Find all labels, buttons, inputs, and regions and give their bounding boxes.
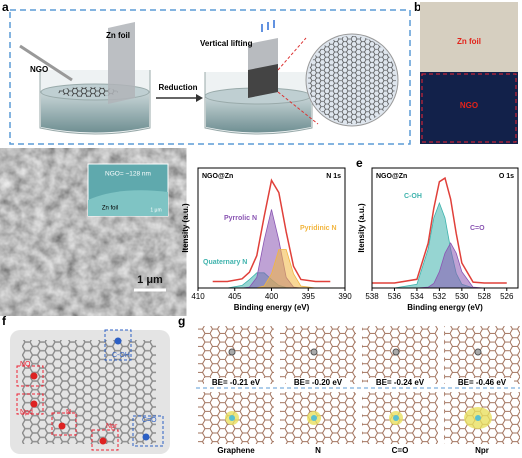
panel-label: b	[414, 0, 421, 14]
charge-core	[311, 415, 317, 421]
site-label: Npd	[20, 409, 33, 416]
lattice-top	[444, 326, 520, 384]
lattice-top	[198, 326, 274, 384]
component-label: Pyrrolic N	[224, 215, 257, 222]
label-bg	[286, 378, 350, 388]
component-label: Quaternary N	[203, 259, 247, 266]
adsorption-models: BE= -0.21 eV Graphene BE= -0.20 eV N BE= -0.…	[198, 326, 520, 455]
panel-label: g	[178, 314, 185, 328]
model-name: C=O	[392, 446, 409, 455]
charge-core	[475, 415, 481, 421]
zn-atom	[474, 348, 482, 356]
x-tick-label: 526	[500, 292, 514, 301]
zn-atom	[392, 348, 400, 356]
component-label: Pyridinic N	[300, 225, 337, 232]
x-tick-label: 410	[191, 292, 205, 301]
chart-title: N 1s	[326, 173, 341, 180]
x-tick-label: 390	[338, 292, 352, 301]
x-tick-label: 532	[433, 292, 447, 301]
zn-atom	[310, 348, 318, 356]
ngo-photo	[420, 72, 518, 144]
component-label: C-OH	[404, 193, 422, 200]
site-label: Npr	[106, 423, 118, 430]
x-axis-title: Binding energy (eV)	[234, 303, 310, 312]
x-tick-label: 400	[265, 292, 279, 301]
y-axis-title: Itensity (a.u.)	[181, 203, 190, 253]
panel-label: a	[2, 0, 9, 14]
annotation: NGO	[30, 65, 48, 74]
lattice-top	[362, 326, 438, 384]
charge-core	[393, 415, 399, 421]
envelope-line	[372, 176, 507, 284]
panel-label: d	[178, 156, 185, 170]
site-label: NQ	[20, 361, 31, 368]
model-name: N	[315, 446, 321, 455]
y-axis-title: Itensity (a.u.)	[357, 203, 366, 253]
x-tick-label: 538	[365, 292, 379, 301]
arrow-head	[196, 94, 203, 102]
beaker-1	[19, 22, 151, 135]
sample-label: NGO@Zn	[376, 173, 407, 180]
x-tick-label: 536	[388, 292, 402, 301]
site-atoms	[30, 337, 150, 445]
annotation: Zn foil	[106, 31, 130, 40]
inset-layer	[88, 190, 168, 216]
annotation: Zn foil	[102, 206, 118, 212]
zn-foil-photo	[420, 2, 518, 72]
model-name: Npr	[475, 446, 489, 455]
x-tick-label: 395	[302, 292, 316, 301]
x-tick-label: 530	[455, 292, 469, 301]
plot-frame	[197, 167, 346, 289]
panel-label: c	[2, 156, 9, 170]
annotation: NGO	[460, 101, 478, 110]
label-bg	[204, 378, 268, 388]
scale-label: 1 μm	[137, 274, 163, 286]
annotation: 1 μm	[150, 207, 161, 213]
zoom-line	[277, 91, 319, 125]
lattice-top	[280, 326, 356, 384]
plot-frame	[371, 167, 519, 289]
chart-title: O 1s	[499, 173, 514, 180]
zn-atom	[228, 348, 236, 356]
site-label: C=O	[142, 417, 157, 424]
site-label: C-OH	[112, 352, 130, 359]
magnified-lattice	[308, 36, 396, 124]
lattice	[22, 340, 156, 444]
annotation: NGO= ~128 nm	[105, 171, 151, 178]
panel-label: e	[356, 156, 363, 170]
model-name: Graphene	[217, 446, 255, 455]
site-markers	[16, 329, 164, 451]
sample-label: NGO@Zn	[202, 173, 233, 180]
beaker-2	[204, 20, 313, 135]
ngo-region	[421, 73, 517, 143]
binding-energy: BE= -0.46 eV	[458, 378, 507, 387]
zoom-line	[277, 37, 307, 71]
label-bg	[450, 378, 514, 388]
charge-core	[229, 415, 235, 421]
binding-energy: BE= -0.21 eV	[212, 378, 261, 387]
annotation: Reduction	[158, 83, 197, 92]
panel-border	[9, 9, 411, 145]
x-axis-title: Binding energy (eV)	[407, 303, 483, 312]
panel-label: f	[2, 314, 7, 328]
annotation: Vertical lifting	[200, 39, 253, 48]
component-label: C=O	[470, 225, 485, 232]
label-bg	[368, 378, 432, 388]
binding-energy: BE= -0.24 eV	[376, 378, 425, 387]
annotation: Zn foil	[457, 37, 481, 46]
x-tick-label: 405	[228, 292, 242, 301]
envelope-line	[212, 178, 331, 283]
x-tick-label: 534	[410, 292, 424, 301]
x-tick-label: 528	[478, 292, 492, 301]
binding-energy: BE= -0.20 eV	[294, 378, 343, 387]
site-label: N	[66, 409, 71, 416]
